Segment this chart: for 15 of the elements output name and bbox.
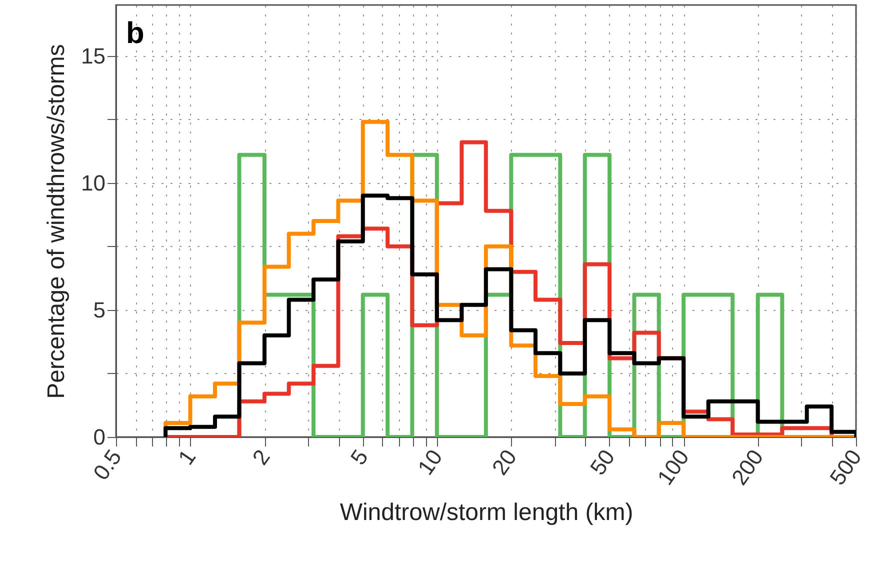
x-tick-label: 200 — [726, 445, 768, 490]
chart-title: b — [126, 17, 144, 50]
x-tick-label: 2 — [247, 445, 275, 470]
y-tick-label: 10 — [81, 170, 106, 196]
x-tick-label: 5 — [345, 445, 373, 470]
x-tick-label: 50 — [585, 445, 620, 480]
x-axis-title: Windtrow/storm length (km) — [340, 498, 634, 526]
y-axis-title: Percentage of windthrows/storms — [43, 44, 70, 399]
x-tick-label: 20 — [486, 445, 522, 480]
x-tick-label: 500 — [824, 445, 866, 490]
x-tick-label: 1 — [173, 445, 201, 470]
y-tick-label: 5 — [93, 297, 106, 322]
x-tick-label: 10 — [412, 445, 448, 480]
y-tick-label: 15 — [81, 43, 106, 68]
x-tick-label: 100 — [652, 445, 694, 490]
